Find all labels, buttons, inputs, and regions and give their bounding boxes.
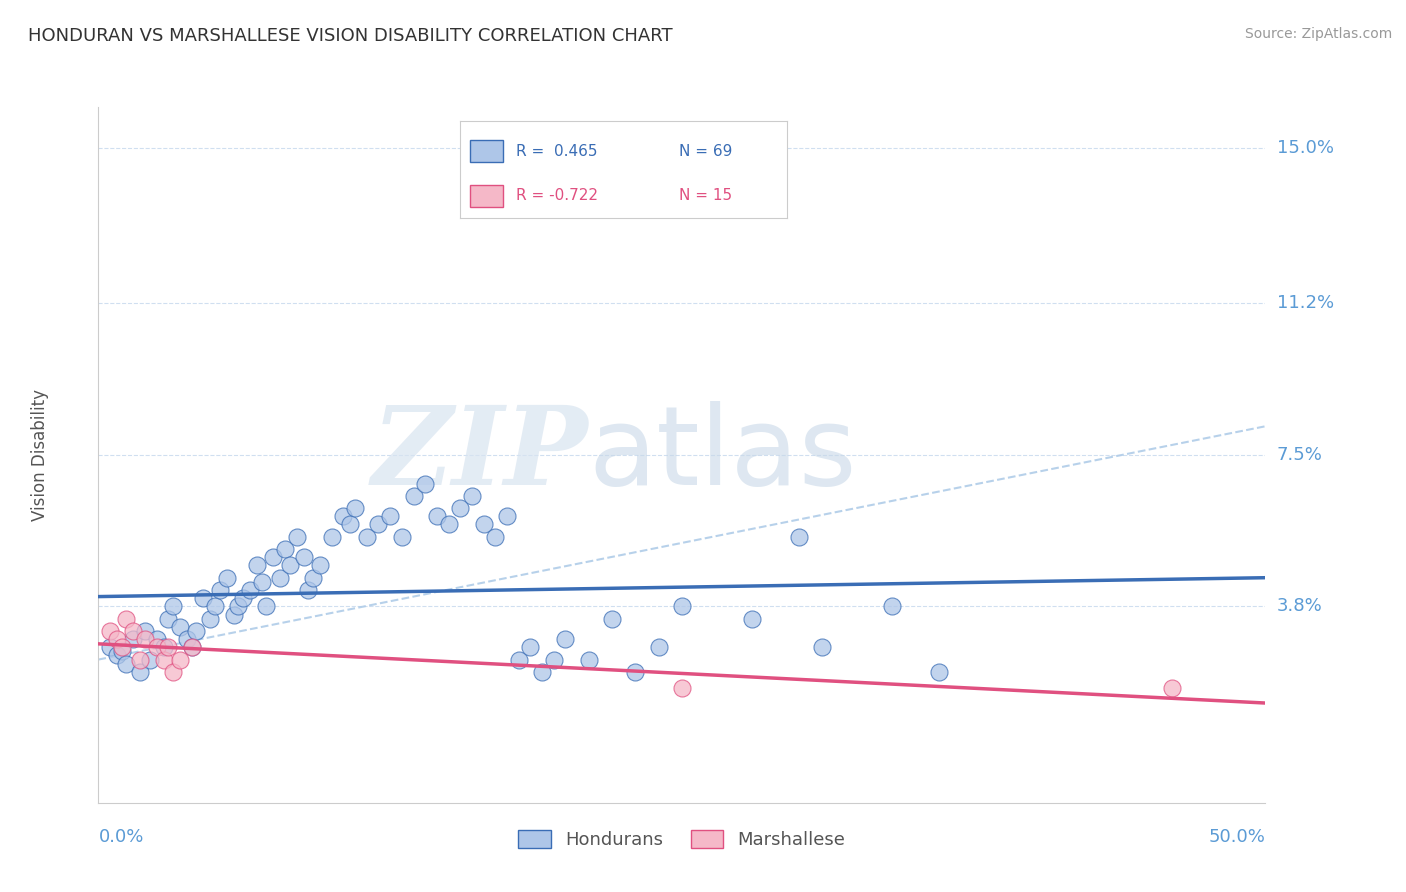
- Point: [162, 599, 184, 614]
- Point: [246, 558, 269, 573]
- Text: HONDURAN VS MARSHALLESE VISION DISABILITY CORRELATION CHART: HONDURAN VS MARSHALLESE VISION DISABILIT…: [28, 27, 672, 45]
- Text: 7.5%: 7.5%: [1277, 446, 1323, 464]
- Point: [302, 571, 325, 585]
- Point: [98, 624, 121, 638]
- Point: [461, 489, 484, 503]
- Point: [139, 652, 162, 666]
- Point: [928, 665, 950, 679]
- Point: [208, 582, 231, 597]
- Point: [162, 665, 184, 679]
- Text: 11.2%: 11.2%: [1277, 294, 1334, 312]
- Point: [437, 517, 460, 532]
- Point: [169, 620, 191, 634]
- Point: [624, 665, 647, 679]
- Point: [292, 550, 315, 565]
- Point: [530, 665, 553, 679]
- Point: [122, 632, 145, 646]
- Point: [129, 652, 152, 666]
- Point: [157, 612, 180, 626]
- Point: [339, 517, 361, 532]
- Point: [180, 640, 202, 655]
- Point: [111, 644, 134, 658]
- Point: [519, 640, 541, 655]
- Text: 3.8%: 3.8%: [1277, 598, 1322, 615]
- Point: [269, 571, 291, 585]
- Point: [543, 652, 565, 666]
- Point: [578, 652, 600, 666]
- Point: [180, 640, 202, 655]
- Point: [250, 574, 273, 589]
- Point: [356, 530, 378, 544]
- Point: [309, 558, 332, 573]
- Point: [449, 501, 471, 516]
- Point: [186, 624, 208, 638]
- Point: [134, 624, 156, 638]
- Point: [671, 599, 693, 614]
- Point: [321, 530, 343, 544]
- Point: [274, 542, 297, 557]
- Text: 15.0%: 15.0%: [1277, 139, 1333, 157]
- Point: [554, 632, 576, 646]
- Point: [228, 599, 250, 614]
- Point: [391, 530, 413, 544]
- Point: [811, 640, 834, 655]
- Text: Source: ZipAtlas.com: Source: ZipAtlas.com: [1244, 27, 1392, 41]
- Point: [200, 612, 222, 626]
- Point: [152, 640, 174, 655]
- Point: [426, 509, 449, 524]
- Point: [122, 624, 145, 638]
- Point: [402, 489, 425, 503]
- Point: [508, 652, 530, 666]
- Point: [285, 530, 308, 544]
- Point: [495, 509, 517, 524]
- Point: [600, 612, 623, 626]
- Point: [332, 509, 354, 524]
- Text: Vision Disability: Vision Disability: [31, 389, 49, 521]
- Point: [484, 530, 506, 544]
- Point: [1161, 681, 1184, 696]
- Text: 50.0%: 50.0%: [1209, 828, 1265, 846]
- Point: [232, 591, 254, 606]
- Point: [157, 640, 180, 655]
- Point: [378, 509, 402, 524]
- Point: [146, 632, 169, 646]
- Point: [239, 582, 262, 597]
- Point: [256, 599, 278, 614]
- Point: [134, 632, 156, 646]
- Point: [105, 648, 128, 663]
- Text: ZIP: ZIP: [373, 401, 589, 508]
- Point: [129, 665, 152, 679]
- Text: 0.0%: 0.0%: [98, 828, 143, 846]
- Point: [278, 558, 301, 573]
- Point: [787, 530, 810, 544]
- Point: [111, 640, 134, 655]
- Point: [647, 640, 669, 655]
- Point: [152, 652, 174, 666]
- Point: [193, 591, 215, 606]
- Point: [169, 652, 191, 666]
- Point: [472, 517, 495, 532]
- Point: [215, 571, 238, 585]
- Point: [98, 640, 121, 655]
- Point: [880, 599, 903, 614]
- Point: [671, 681, 693, 696]
- Point: [105, 632, 128, 646]
- Point: [741, 612, 763, 626]
- Point: [115, 657, 138, 671]
- Text: atlas: atlas: [589, 401, 858, 508]
- Point: [262, 550, 284, 565]
- Point: [413, 476, 436, 491]
- Point: [222, 607, 245, 622]
- Point: [344, 501, 367, 516]
- Point: [367, 517, 389, 532]
- Point: [146, 640, 169, 655]
- Point: [115, 612, 138, 626]
- Point: [176, 632, 198, 646]
- Legend: Hondurans, Marshallese: Hondurans, Marshallese: [512, 822, 852, 856]
- Point: [204, 599, 226, 614]
- Point: [297, 582, 319, 597]
